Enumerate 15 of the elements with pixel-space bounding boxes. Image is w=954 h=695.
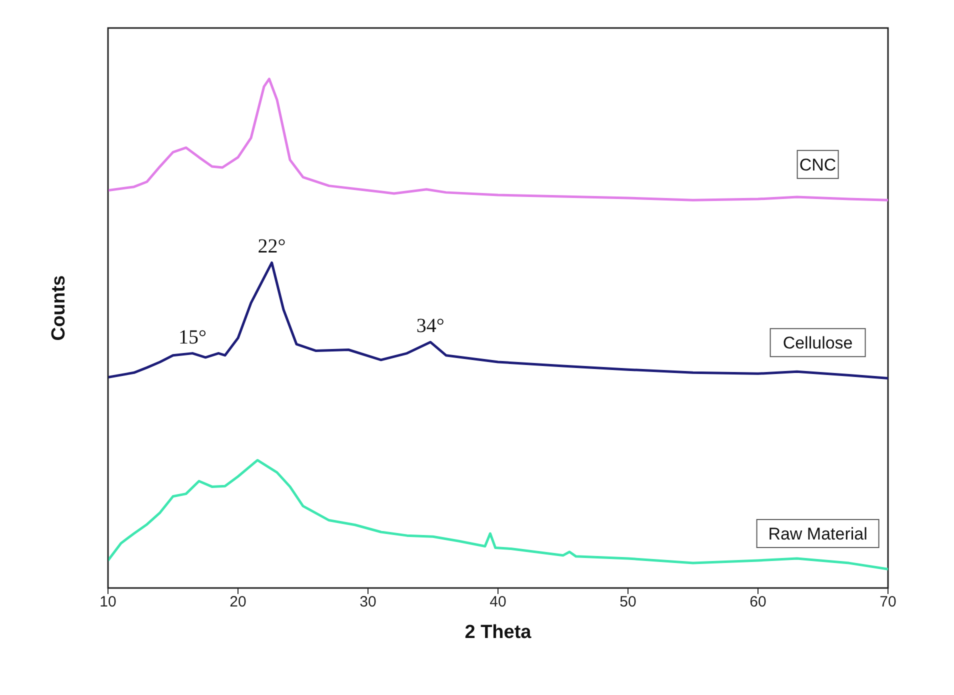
x-tick-label: 20 — [230, 594, 246, 611]
series-label: Cellulose — [782, 334, 853, 353]
x-axis-title: 2 Theta — [464, 622, 532, 643]
annotation: 15° — [178, 326, 206, 348]
annotation: 34° — [416, 315, 444, 338]
x-tick-label: 10 — [100, 594, 116, 611]
y-axis-title: Counts — [48, 275, 70, 341]
x-tick-label: 70 — [880, 594, 896, 611]
series-label: CNC — [799, 155, 836, 174]
x-tick-label: 40 — [490, 594, 506, 611]
x-tick-label: 50 — [620, 594, 636, 611]
series-label: Raw Material — [768, 524, 868, 544]
x-tick-label: 30 — [360, 594, 376, 611]
x-tick-label: 60 — [750, 594, 766, 611]
annotation: 22° — [258, 236, 286, 258]
